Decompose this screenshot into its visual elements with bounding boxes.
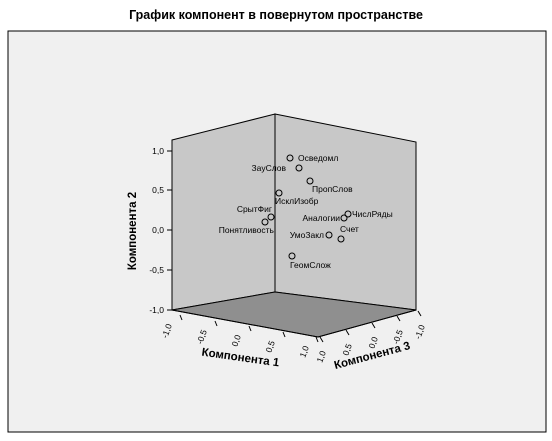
y-tick-label: 0,5 [152, 185, 164, 195]
x-tick-label: -0,5 [194, 328, 208, 345]
y-tick-label: 1,0 [152, 146, 164, 156]
point-isklizobr: ИсклИзобр [275, 189, 319, 206]
y-tick-label: 0,0 [152, 225, 164, 235]
point-label: ПропСлов [312, 184, 353, 194]
y-axis-title: Компонента 2 [127, 192, 139, 270]
point-propslov: ПропСлов [306, 177, 353, 194]
point-zauslov: ЗауСлов [252, 163, 303, 173]
x-tick-label: -1,0 [159, 322, 173, 339]
z-axis-tick-labels: 1,0 0,5 0,0 -0,5 -1,0 [314, 323, 427, 364]
point-marker [288, 252, 296, 260]
point-label: ЧислРяды [352, 209, 393, 219]
y-axis-tick-marks [167, 150, 172, 311]
z-tick-label: 1,0 [314, 349, 328, 364]
point-chislryady: ЧислРяды [344, 209, 393, 219]
point-label: Понятливость [219, 225, 275, 235]
point-schet: Счет [337, 224, 359, 243]
y-axis-tick-labels: 1,0 0,5 0,0 -0,5 -1,0 [149, 146, 164, 315]
point-marker [286, 154, 294, 162]
x-tick-label: 0,5 [263, 339, 277, 354]
point-ponyatlivost: Понятливость [219, 218, 275, 235]
point-marker [261, 218, 269, 226]
point-marker [306, 177, 314, 185]
point-label: СрытФиг [237, 204, 272, 214]
x-axis-tick-labels: -1,0 -0,5 0,0 0,5 1,0 [159, 322, 310, 359]
point-label: Осведомл [298, 153, 338, 163]
point-marker [337, 235, 345, 243]
z-axis-tick-marks [319, 310, 422, 343]
point-label: ГеомСлож [290, 260, 331, 270]
z-tick-label: 0,0 [366, 335, 380, 350]
point-label: Счет [340, 224, 359, 234]
point-marker [267, 213, 275, 221]
z-tick-label: 0,5 [340, 342, 354, 357]
point-label: УмоЗакл [290, 230, 324, 240]
y-tick-label: -1,0 [149, 305, 164, 315]
chart-title: График компонент в повернутом пространст… [129, 8, 423, 22]
point-osvedoml: Осведомл [286, 153, 338, 163]
point-marker [275, 189, 283, 197]
z-tick-label: -1,0 [412, 323, 426, 340]
z-tick-label: -0,5 [390, 328, 404, 345]
point-label: ЗауСлов [252, 163, 287, 173]
point-marker [340, 214, 348, 222]
box-front-edges [171, 309, 417, 338]
point-srytfig: СрытФиг [237, 204, 275, 221]
point-label: Аналогии [303, 213, 341, 223]
point-label: ИсклИзобр [275, 196, 319, 206]
point-umozakl: УмоЗакл [290, 230, 333, 240]
point-analogii: Аналогии [303, 213, 348, 223]
point-marker [344, 210, 352, 218]
y-tick-label: -0,5 [149, 265, 164, 275]
x-axis-tick-marks [179, 314, 319, 343]
x-tick-label: 1,0 [297, 344, 311, 359]
point-marker [295, 164, 303, 172]
point-marker [325, 231, 333, 239]
x-tick-label: 0,0 [229, 333, 243, 348]
point-geomslozh: ГеомСлож [288, 252, 331, 270]
